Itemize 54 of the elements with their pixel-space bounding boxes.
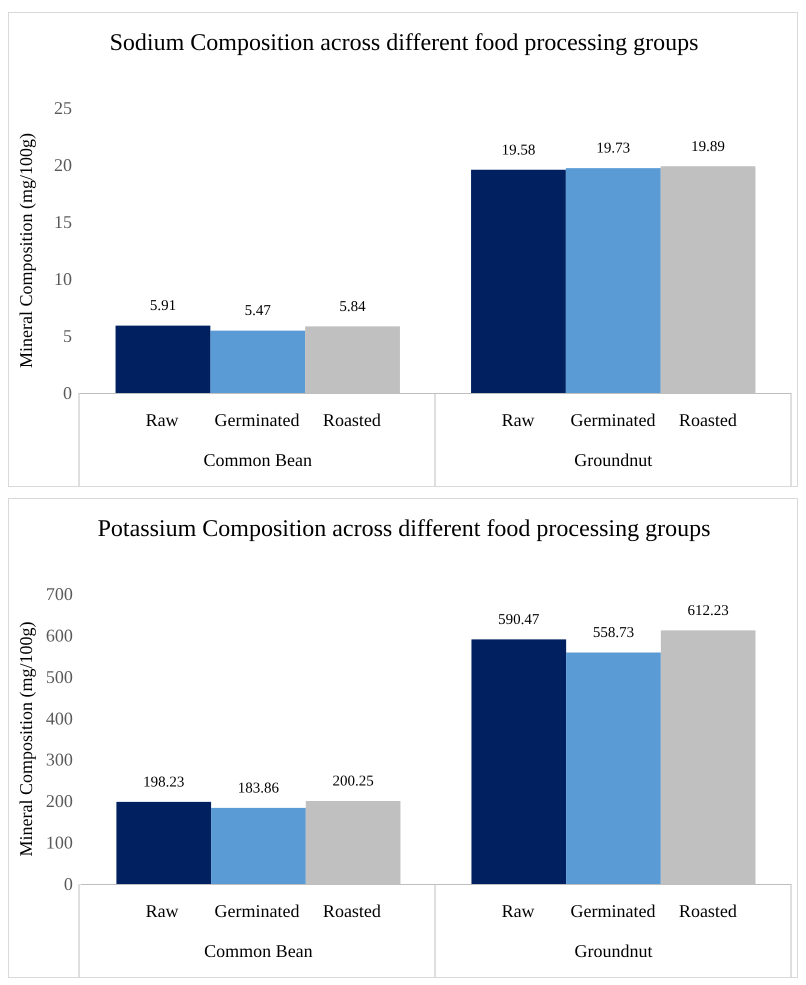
series-label: Germinated	[214, 901, 300, 921]
data-label: 183.86	[238, 780, 280, 796]
x-tick-label: Groundnut	[574, 941, 652, 961]
y-tick-label: 25	[54, 98, 72, 118]
data-label: 590.47	[498, 612, 540, 628]
series-label: Raw	[146, 901, 179, 921]
bar	[471, 170, 566, 393]
text: Germinated	[570, 410, 656, 430]
data-label: 19.58	[502, 142, 536, 158]
y-tick-label: 0	[64, 874, 73, 894]
bar	[210, 330, 306, 393]
y-tick-label: 700	[46, 584, 73, 604]
y-tick-label: 0	[63, 383, 72, 403]
y-tick-label: 5	[63, 326, 72, 346]
data-label: 198.23	[143, 774, 184, 790]
x-tick-label: Groundnut	[574, 450, 652, 470]
bar	[116, 802, 212, 884]
data-label: 5.47	[244, 303, 272, 320]
y-tick-label: 500	[46, 666, 73, 687]
text: Roasted	[678, 901, 737, 921]
bar	[566, 652, 661, 884]
x-tick-label: Common Bean	[204, 450, 312, 470]
x-tick-label: Common Bean	[204, 941, 313, 961]
y-tick-label: 200	[46, 791, 73, 812]
text: Germinated	[570, 901, 656, 921]
text: Raw	[502, 901, 535, 921]
y-tick-label: 100	[46, 832, 73, 853]
data-label: 612.23	[688, 602, 729, 619]
y-tick-label: 15	[54, 212, 72, 232]
data-label: 19.89	[691, 138, 725, 155]
y-tick-label: 20	[54, 155, 72, 175]
text: Roasted	[678, 410, 737, 430]
bar	[116, 326, 210, 393]
y-tick-label: 10	[54, 269, 72, 289]
chart-title: Sodium Composition across different food processing groups	[110, 30, 698, 56]
y-axis-title: Mineral Composition (mg/100g)	[16, 133, 36, 368]
bar	[211, 808, 306, 884]
data-label: 558.73	[592, 625, 634, 642]
y-tick-label: 600	[46, 625, 73, 646]
data-label: 5.84	[339, 298, 366, 315]
bar	[471, 639, 566, 884]
data-label: 200.25	[332, 774, 374, 790]
data-label: 5.91	[150, 298, 176, 314]
series-label: Raw	[146, 410, 179, 430]
y-tick-label: 300	[46, 750, 73, 770]
y-tick-label: 400	[46, 708, 73, 728]
y-axis-title: Mineral Composition (mg/100g)	[16, 622, 36, 856]
text: Raw	[502, 410, 535, 430]
series-label: Roasted	[322, 410, 381, 430]
bar	[566, 168, 661, 393]
chart-title: Potassium Composition across different food processing groups	[98, 516, 710, 542]
series-label: Germinated	[214, 410, 300, 430]
data-label: 19.73	[596, 140, 630, 157]
series-label: Roasted	[322, 901, 381, 921]
